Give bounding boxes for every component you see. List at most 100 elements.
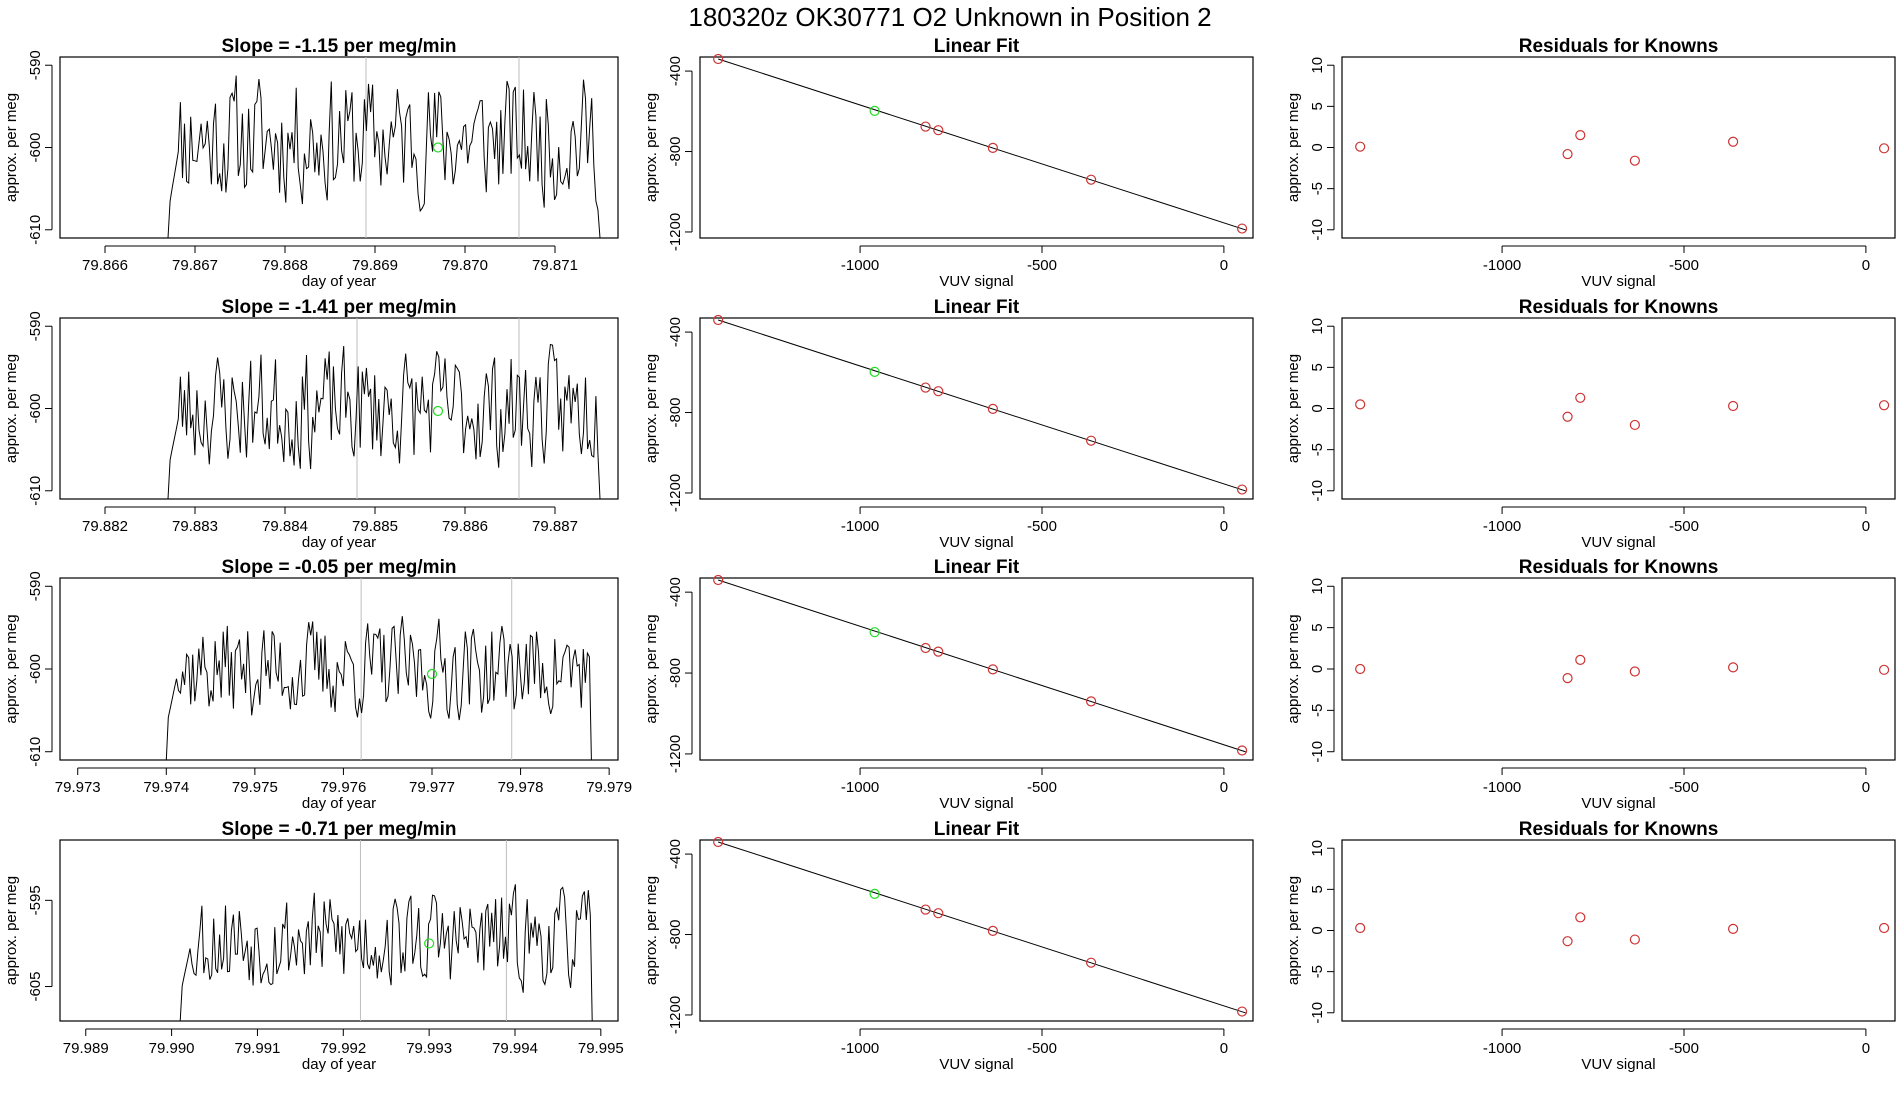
y-tick-label: -5 xyxy=(1309,182,1326,195)
x-axis-label: VUV signal xyxy=(939,534,1013,551)
panel-2-3: Residuals for Knowns -1000 -500 0 VUV signal… xyxy=(1285,297,1896,551)
known-point xyxy=(987,403,998,415)
x-tick-label: 79.990 xyxy=(149,1040,195,1057)
y-tick-label: 0 xyxy=(1309,665,1326,673)
y-tick-label: 10 xyxy=(1309,318,1326,335)
known-point xyxy=(920,642,931,654)
y-tick-label: -5 xyxy=(1309,704,1326,717)
x-tick-label: 79.974 xyxy=(143,779,189,796)
known-point xyxy=(1355,399,1366,410)
known-point xyxy=(1575,912,1586,923)
series-line xyxy=(179,884,593,1022)
y-tick-label: -800 xyxy=(667,398,684,428)
y-axis-label: approx. per meg xyxy=(1285,354,1302,463)
x-tick-label: 79.884 xyxy=(262,518,308,535)
x-tick-label: -1000 xyxy=(841,518,879,535)
x-tick-label: -1000 xyxy=(841,257,879,274)
y-tick-label: -10 xyxy=(1309,741,1326,763)
x-tick-label: 79.975 xyxy=(232,779,278,796)
y-tick-label: -5 xyxy=(1309,443,1326,456)
unknown-point xyxy=(869,627,880,638)
x-tick-label: 79.886 xyxy=(442,518,488,535)
panel-grid: Slope = -1.15 per meg/min 79.866 79.867 79.… xyxy=(3,36,1896,1073)
y-tick-label: -400 xyxy=(667,56,684,86)
plot-frame xyxy=(59,577,619,761)
panel-title: Slope = -1.15 per meg/min xyxy=(222,36,457,57)
known-point xyxy=(987,142,998,154)
y-tick-label: -10 xyxy=(1309,219,1326,241)
known-point xyxy=(920,904,931,915)
known-point xyxy=(933,125,944,136)
y-tick-label: 0 xyxy=(1309,926,1326,934)
panel-2-2: Linear Fit -1000 -500 0 VUV signal -400 -800 -1… xyxy=(643,297,1254,551)
known-point xyxy=(1629,666,1640,677)
x-tick-label: 79.887 xyxy=(532,518,578,535)
fit-line xyxy=(718,319,1246,492)
x-tick-label: 79.991 xyxy=(235,1040,281,1057)
known-point xyxy=(1878,922,1890,934)
x-tick-label: 79.994 xyxy=(492,1040,538,1057)
y-tick-label: -1200 xyxy=(667,213,684,251)
plot-frame xyxy=(699,56,1254,239)
x-tick-label: 79.869 xyxy=(352,257,398,274)
y-tick-label: -610 xyxy=(27,476,44,506)
y-tick-label: -5 xyxy=(1309,965,1326,978)
y-axis-label: approx. per meg xyxy=(643,614,660,723)
y-axis-label: approx. per meg xyxy=(1285,876,1302,985)
y-tick-label: 5 xyxy=(1309,885,1326,893)
x-tick-label: -1000 xyxy=(841,779,879,796)
x-tick-label: 0 xyxy=(1220,1040,1228,1057)
known-point xyxy=(933,386,944,397)
x-tick-label: -1000 xyxy=(1483,779,1521,796)
plot-frame xyxy=(1341,56,1896,239)
known-point xyxy=(1236,745,1248,756)
y-tick-label: -400 xyxy=(667,317,684,347)
known-point xyxy=(1728,923,1739,934)
y-tick-label: -600 xyxy=(27,132,44,162)
y-tick-label: -10 xyxy=(1309,1002,1326,1024)
y-tick-label: -400 xyxy=(667,839,684,869)
panel-title: Linear Fit xyxy=(934,36,1020,57)
known-point xyxy=(1878,664,1890,675)
y-tick-label: -590 xyxy=(27,311,44,341)
y-tick-label: 5 xyxy=(1309,363,1326,371)
y-tick-label: -610 xyxy=(27,215,44,245)
known-point xyxy=(1728,400,1739,412)
known-point xyxy=(1236,223,1248,234)
known-point xyxy=(1728,136,1739,147)
known-point xyxy=(1575,130,1586,141)
y-axis-label: approx. per meg xyxy=(3,354,20,463)
panel-3-2: Linear Fit -1000 -500 0 VUV signal -400 -800 -1… xyxy=(643,557,1254,812)
x-tick-label: 0 xyxy=(1862,257,1870,274)
known-point xyxy=(1629,934,1640,945)
y-tick-label: 0 xyxy=(1309,143,1326,151)
plot-frame xyxy=(59,317,619,500)
panel-title: Slope = -0.71 per meg/min xyxy=(222,819,457,840)
known-point xyxy=(987,664,998,675)
known-point xyxy=(713,836,724,848)
panel-4-3: Residuals for Knowns -1000 -500 0 VUV signal… xyxy=(1285,819,1896,1073)
plot-frame xyxy=(699,577,1254,761)
x-axis-label: VUV signal xyxy=(1581,795,1655,812)
x-tick-label: 79.993 xyxy=(406,1040,452,1057)
known-point xyxy=(713,574,724,586)
y-tick-label: 10 xyxy=(1309,840,1326,857)
panel-1-1: Slope = -1.15 per meg/min 79.866 79.867 79.… xyxy=(3,36,619,290)
panel-1-3: Residuals for Knowns -1000 -500 0 VUV signal… xyxy=(1285,36,1896,290)
plot-frame xyxy=(59,56,619,239)
x-tick-label: -1000 xyxy=(1483,1040,1521,1057)
x-tick-label: 0 xyxy=(1220,518,1228,535)
known-point xyxy=(920,382,931,393)
known-point xyxy=(1629,419,1640,431)
x-tick-label: -500 xyxy=(1027,1040,1057,1057)
y-axis-label: approx. per meg xyxy=(3,614,20,723)
y-tick-label: -590 xyxy=(27,571,44,601)
series-line xyxy=(165,616,592,761)
plot-frame xyxy=(1341,577,1896,761)
y-axis-label: approx. per meg xyxy=(1285,93,1302,202)
known-point xyxy=(713,314,724,326)
y-tick-label: -800 xyxy=(667,920,684,950)
y-tick-label: -600 xyxy=(27,393,44,423)
x-tick-label: 0 xyxy=(1862,779,1870,796)
